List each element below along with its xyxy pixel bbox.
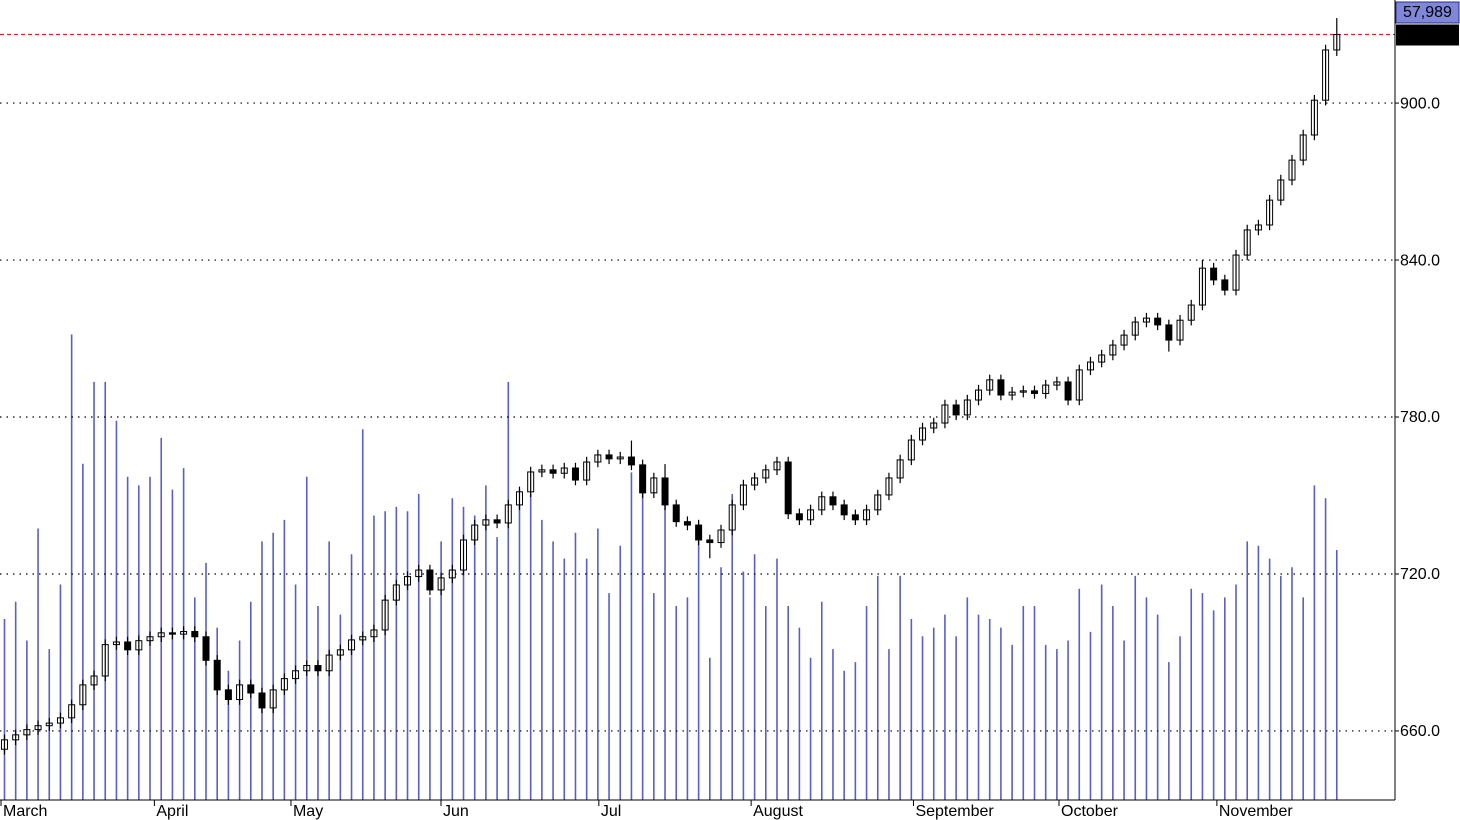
- y-tick-label: 900.0: [1400, 95, 1440, 112]
- x-tick-label: October: [1061, 803, 1119, 820]
- volume-label: 57,989: [1403, 4, 1452, 21]
- x-tick-label: Jul: [601, 803, 621, 820]
- x-tick-label: May: [293, 803, 323, 820]
- x-tick-label: September: [915, 803, 994, 820]
- price-label: 926.21: [1403, 27, 1452, 44]
- x-tick-label: Jun: [443, 803, 469, 820]
- x-tick-label: March: [3, 803, 47, 820]
- y-tick-label: 780.0: [1400, 409, 1440, 426]
- y-tick-label: 660.0: [1400, 723, 1440, 740]
- x-tick-label: April: [156, 803, 188, 820]
- y-tick-label: 840.0: [1400, 252, 1440, 269]
- x-tick-label: August: [753, 803, 803, 820]
- volume-label-box: [1395, 1, 1460, 24]
- y-tick-label: 720.0: [1400, 566, 1440, 583]
- price-label-box: [1396, 24, 1459, 46]
- x-tick-label: November: [1219, 803, 1293, 820]
